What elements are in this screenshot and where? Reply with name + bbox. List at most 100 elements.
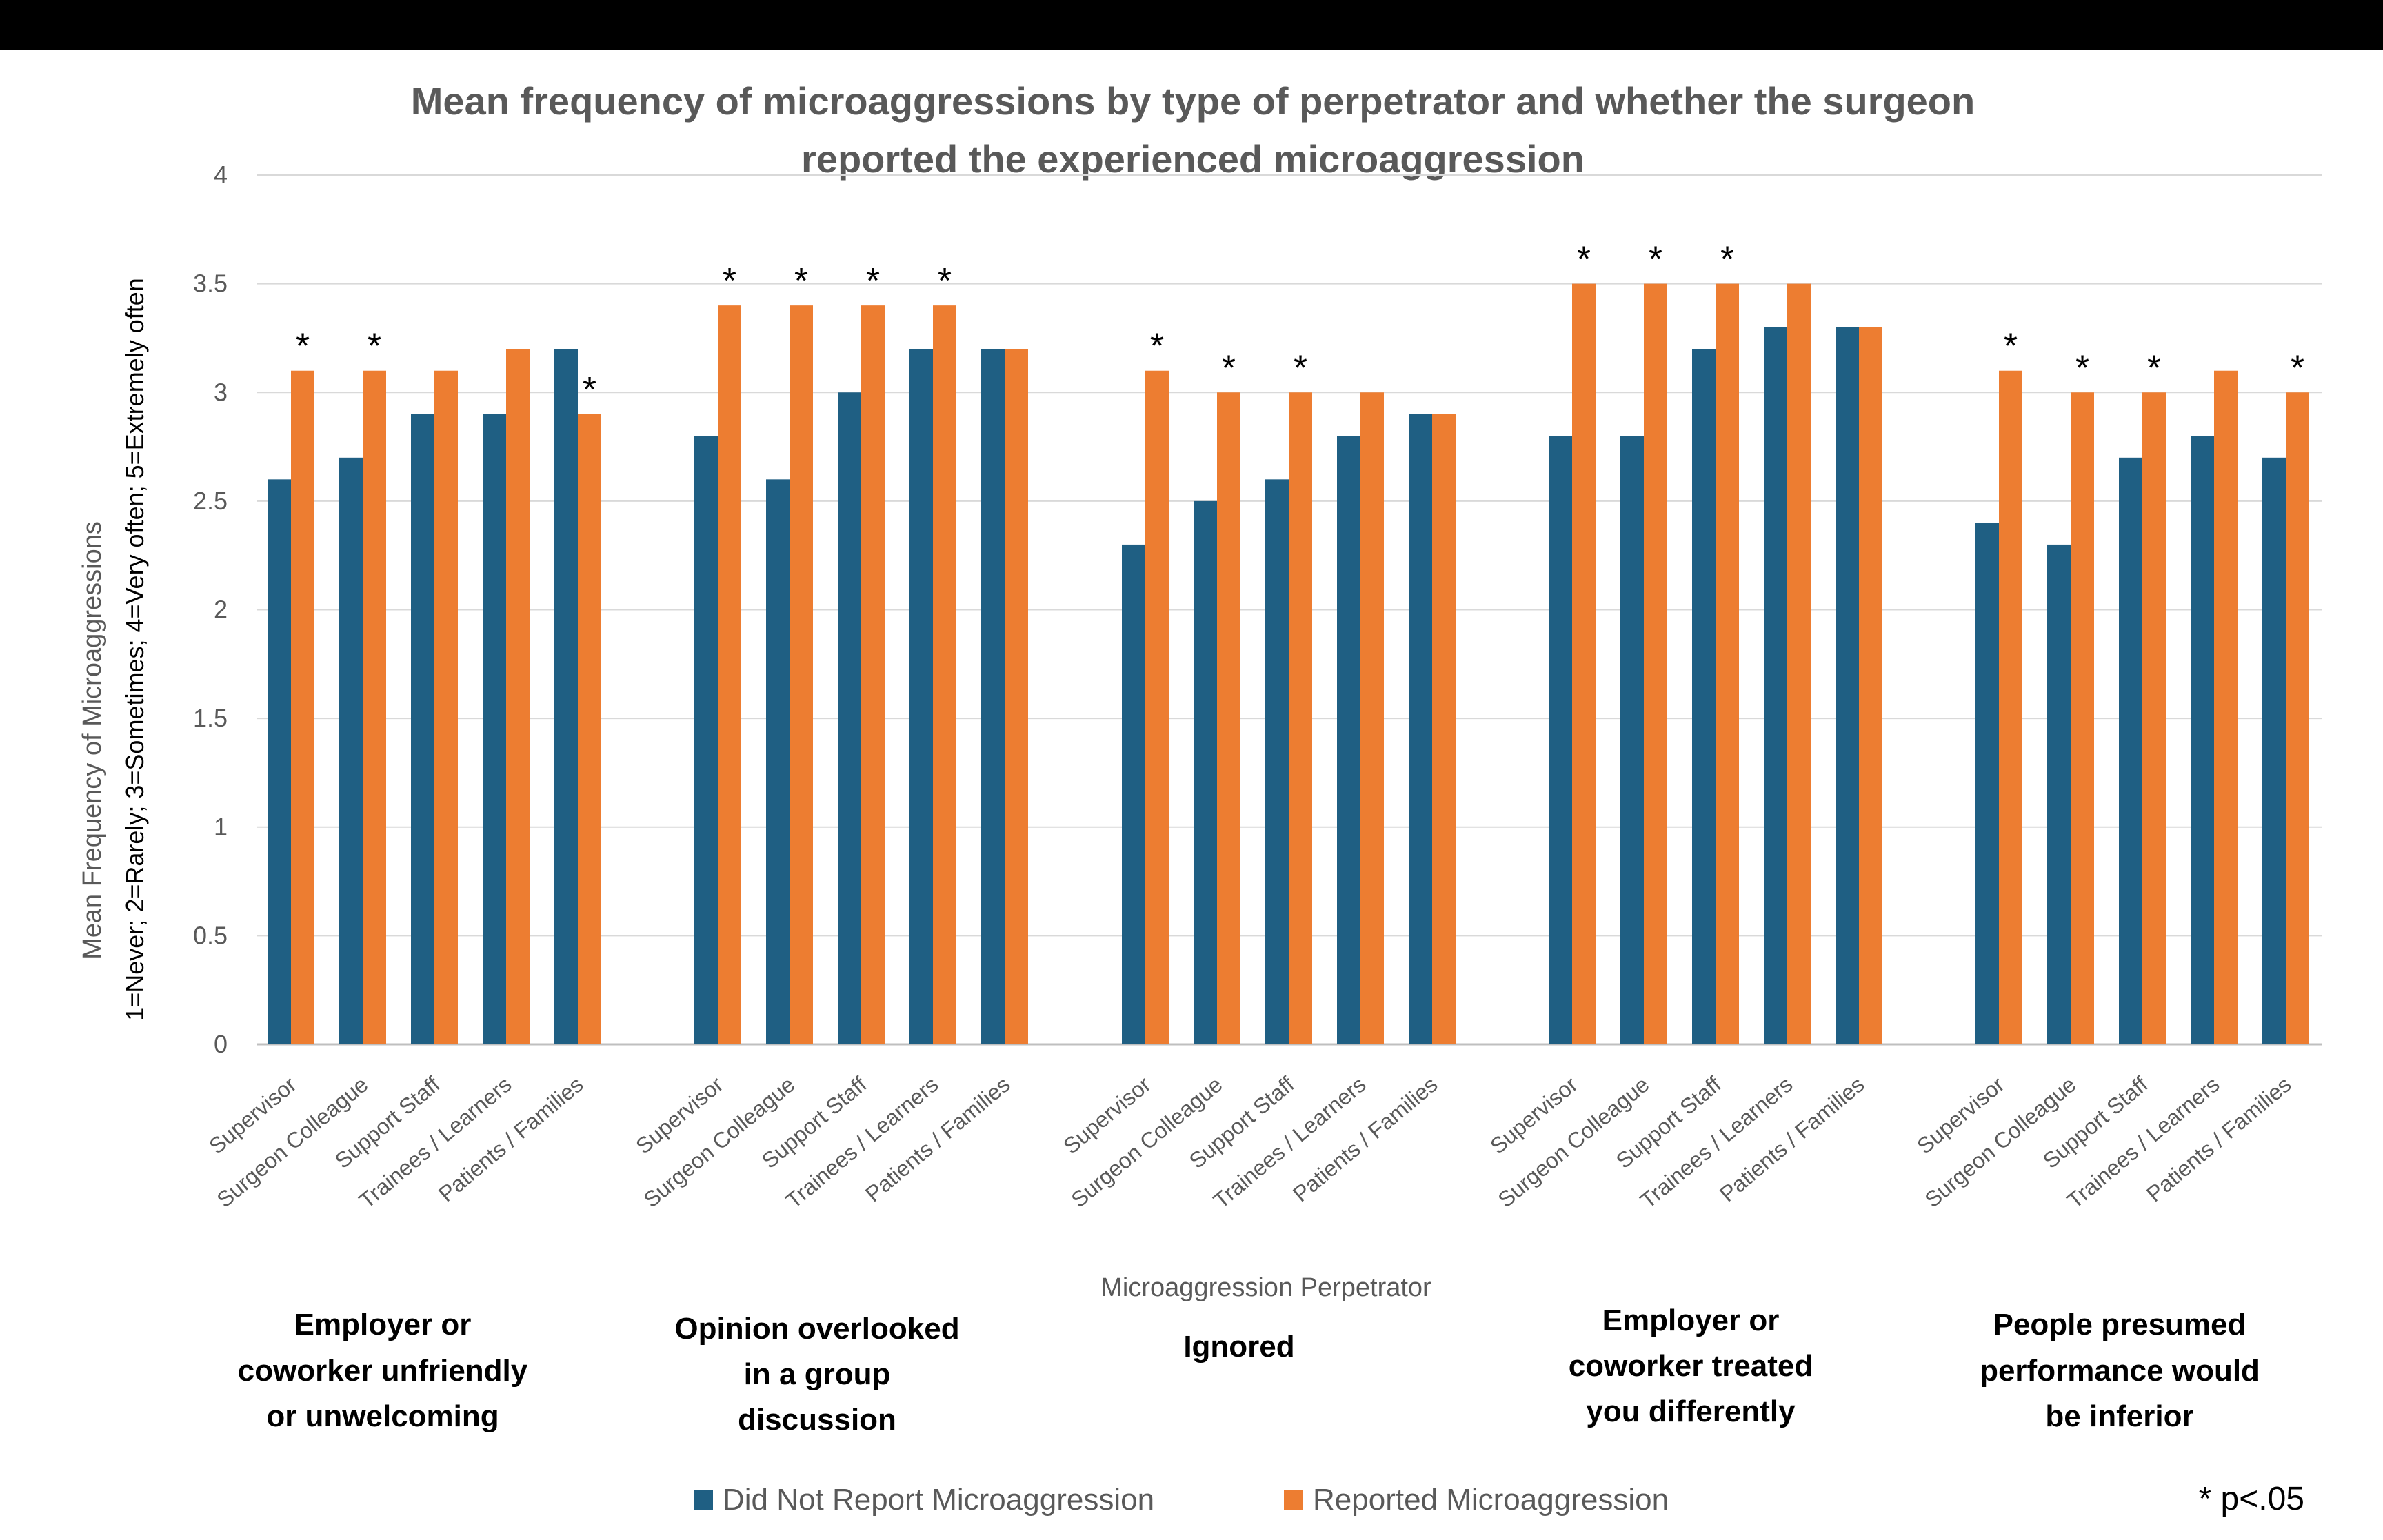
y-tick-label: 0 xyxy=(214,1030,228,1058)
bar-reported xyxy=(2214,370,2238,1044)
y-tick-label: 1.5 xyxy=(193,704,228,732)
significance-star: * xyxy=(1150,327,1164,367)
group-label-line: Ignored xyxy=(1183,1330,1294,1364)
group-label-line: Employer or xyxy=(1602,1304,1780,1337)
bar-reported xyxy=(1644,283,1667,1044)
group-label-line: coworker treated xyxy=(1569,1349,1813,1383)
significance-star: * xyxy=(1649,240,1662,280)
bar-not-reported xyxy=(1836,327,1859,1044)
bar-not-reported xyxy=(766,479,790,1044)
y-axis-label: Mean Frequency of Microaggressions 1=Neve… xyxy=(78,278,149,1021)
chart-title: Mean frequency of microaggressions by ty… xyxy=(411,79,1975,181)
bar-reported xyxy=(1859,327,1882,1044)
significance-star: * xyxy=(2004,327,2018,367)
bar-reported xyxy=(578,414,601,1044)
bar-reported xyxy=(434,370,458,1044)
bar-not-reported xyxy=(1265,479,1289,1044)
bar-reported xyxy=(1289,392,1312,1044)
group-labels: Employer or coworker unfriendly or unwelco… xyxy=(238,1304,2260,1437)
bar-not-reported xyxy=(1337,436,1360,1044)
bar-reported xyxy=(2286,392,2309,1044)
y-tick-label: 0.5 xyxy=(193,921,228,949)
significance-markers: * * * * * * * * * * * * * * * * * xyxy=(296,240,2304,410)
bar-not-reported xyxy=(694,436,718,1044)
bar-not-reported xyxy=(554,349,578,1044)
significance-star: * xyxy=(2291,348,2304,388)
bar-not-reported xyxy=(909,349,933,1044)
bar-not-reported xyxy=(1409,414,1432,1044)
y-tick-label: 2.5 xyxy=(193,487,228,515)
group-label-line: People presumed xyxy=(1993,1308,2246,1341)
significance-star: * xyxy=(1720,240,1734,280)
bar-reported xyxy=(933,305,956,1044)
significance-star: * xyxy=(2147,348,2161,388)
bar-not-reported xyxy=(2262,457,2286,1044)
bar-not-reported xyxy=(1194,500,1217,1044)
significance-star: * xyxy=(368,327,381,367)
bar-reported xyxy=(718,305,741,1044)
p-value-note: * p<.05 xyxy=(2199,1481,2304,1517)
bar-reported xyxy=(1360,392,1384,1044)
group-label-line: or unwelcoming xyxy=(266,1399,499,1433)
bar-not-reported xyxy=(2047,544,2071,1044)
bar-reported xyxy=(2142,392,2166,1044)
y-tick-label: 3.5 xyxy=(193,270,228,298)
group-label-line: Employer or xyxy=(294,1308,472,1341)
y-tick-label: 1 xyxy=(214,813,228,841)
bar-not-reported xyxy=(1122,544,1145,1044)
bar-not-reported xyxy=(838,392,861,1044)
chart-svg: Mean frequency of microaggressions by ty… xyxy=(78,79,2322,1517)
bar-reported xyxy=(363,370,386,1044)
bar-not-reported xyxy=(2191,436,2214,1044)
bar-not-reported xyxy=(1692,349,1716,1044)
x-axis-label: Microaggression Perpetrator xyxy=(1100,1273,1431,1302)
legend-label-not-reported: Did Not Report Microaggression xyxy=(723,1483,1154,1517)
bar-not-reported xyxy=(1620,436,1644,1044)
bar-reported xyxy=(291,370,314,1044)
bar-reported xyxy=(790,305,813,1044)
bar-reported xyxy=(1005,349,1028,1044)
bar-not-reported xyxy=(339,457,363,1044)
significance-star: * xyxy=(723,261,736,301)
bar-not-reported xyxy=(2119,457,2142,1044)
significance-star: * xyxy=(1294,348,1307,388)
group-label-line: be inferior xyxy=(2045,1399,2193,1433)
significance-star: * xyxy=(1577,240,1591,280)
bar-reported xyxy=(1145,370,1169,1044)
legend-swatch-not-reported xyxy=(694,1490,713,1510)
legend: Did Not Report Microaggression Reported M… xyxy=(694,1483,1669,1517)
bar-reported xyxy=(1716,283,1739,1044)
bar-reported xyxy=(2071,392,2094,1044)
y-axis-ticks: 0 0.5 1 1.5 2 2.5 3 3.5 4 xyxy=(193,161,228,1058)
y-tick-label: 4 xyxy=(214,161,228,189)
y-tick-label: 3 xyxy=(214,378,228,406)
bar-not-reported xyxy=(411,414,434,1044)
chart-title-line: reported the experienced microaggression xyxy=(801,137,1585,181)
group-label-line: performance would xyxy=(1980,1354,2260,1388)
bar-not-reported xyxy=(1975,523,1999,1044)
bar-not-reported xyxy=(1764,327,1787,1044)
y-axis-scale-legend: 1=Never; 2=Rarely; 3=Sometimes; 4=Very o… xyxy=(121,278,149,1021)
bar-reported xyxy=(1432,414,1456,1044)
group-label-line: Opinion overlooked xyxy=(674,1312,959,1346)
significance-star: * xyxy=(2075,348,2089,388)
y-tick-label: 2 xyxy=(214,596,228,624)
bar-reported xyxy=(861,305,885,1044)
group-label-line: coworker unfriendly xyxy=(238,1354,528,1388)
significance-star: * xyxy=(1222,348,1236,388)
bars xyxy=(268,283,2309,1044)
bar-reported xyxy=(1572,283,1596,1044)
bar-reported xyxy=(1999,370,2022,1044)
group-label-line: you differently xyxy=(1586,1395,1796,1428)
legend-label-reported: Reported Microaggression xyxy=(1313,1483,1669,1517)
significance-star: * xyxy=(583,370,596,410)
group-label-line: in a group xyxy=(744,1357,891,1391)
legend-swatch-reported xyxy=(1284,1490,1303,1510)
bar-not-reported xyxy=(1549,436,1572,1044)
bar-not-reported xyxy=(981,349,1005,1044)
group-label-line: discussion xyxy=(738,1403,896,1437)
significance-star: * xyxy=(866,261,880,301)
significance-star: * xyxy=(794,261,808,301)
y-axis-title: Mean Frequency of Microaggressions xyxy=(78,521,107,960)
